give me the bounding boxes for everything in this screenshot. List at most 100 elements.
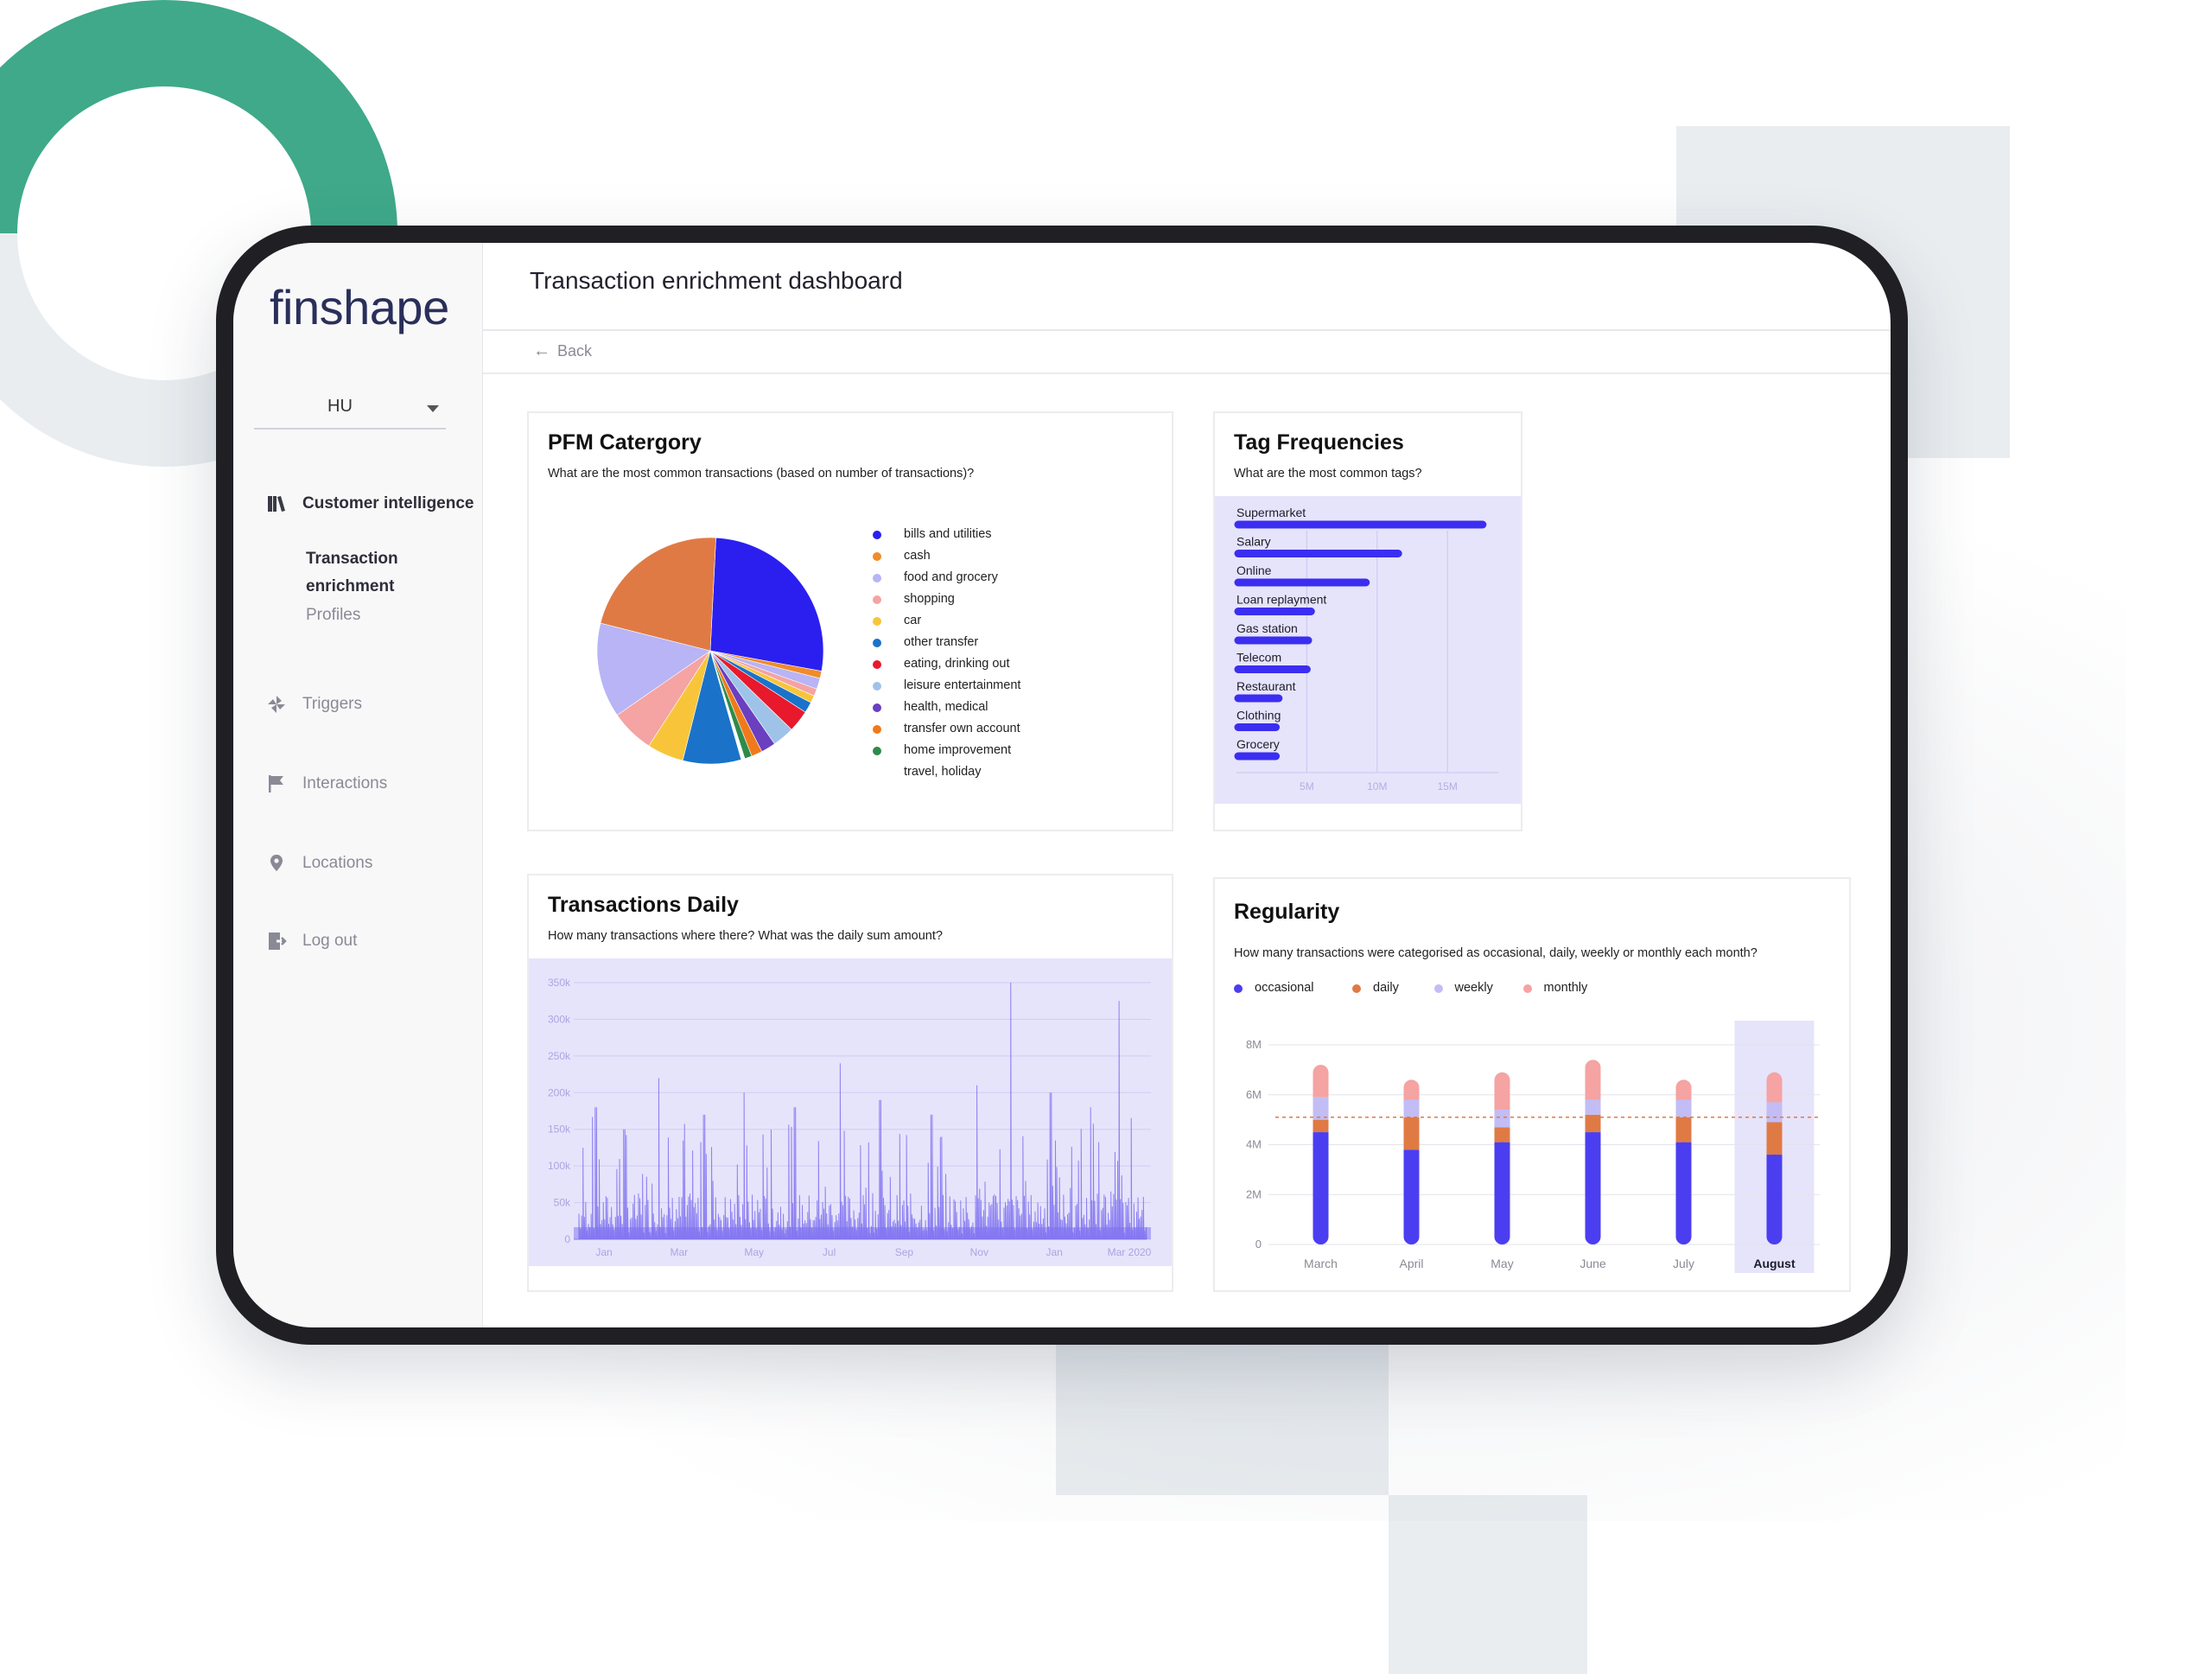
x-tick-label: March bbox=[1304, 1257, 1338, 1270]
bar-category-label: Restaurant bbox=[1236, 679, 1296, 693]
stacked-bar-segment[interactable] bbox=[1675, 1142, 1692, 1244]
x-tick-label: 10M bbox=[1367, 780, 1387, 792]
card-subtitle: What are the most common tags? bbox=[1234, 467, 1422, 481]
y-tick-label: 6M bbox=[1246, 1088, 1262, 1101]
x-tick-label: Jan bbox=[1046, 1246, 1062, 1258]
sidebar-item-label: Interactions bbox=[302, 774, 388, 792]
legend-label: bills and utilities bbox=[904, 527, 992, 541]
stacked-bar-segment[interactable] bbox=[1313, 1119, 1329, 1133]
legend-dot bbox=[873, 639, 881, 647]
legend-label: cash bbox=[904, 549, 931, 563]
stacked-bar-segment[interactable] bbox=[1313, 1132, 1329, 1244]
legend-label: other transfer bbox=[904, 635, 979, 649]
sidebar-item-label: Locations bbox=[302, 854, 373, 872]
y-tick-label: 200k bbox=[548, 1086, 571, 1098]
stacked-bar-segment-join bbox=[1494, 1099, 1510, 1111]
x-tick-label: Mar 2020 bbox=[1108, 1246, 1152, 1258]
y-tick-label: 150k bbox=[548, 1123, 571, 1136]
tag-frequencies-card: Tag Frequencies What are the most common… bbox=[1213, 411, 1522, 831]
legend-dot bbox=[873, 703, 881, 712]
legend-label: occasional bbox=[1255, 981, 1314, 995]
stacked-bar-segment[interactable] bbox=[1403, 1117, 1420, 1150]
stacked-bar-segment-join bbox=[1585, 1132, 1601, 1143]
back-button[interactable]: ← Back bbox=[533, 341, 592, 361]
pfm-pie-chart bbox=[596, 537, 824, 765]
language-select[interactable]: HU bbox=[254, 390, 446, 430]
legend-dot bbox=[1433, 984, 1443, 993]
y-tick-label: 4M bbox=[1246, 1138, 1262, 1151]
legend-dot bbox=[873, 595, 881, 604]
legend-dot bbox=[873, 574, 881, 582]
sidebar-subitem-transaction-enrichment[interactable]: Transaction enrichment bbox=[306, 545, 398, 601]
pfm-category-card: PFM Catergory What are the most common t… bbox=[527, 411, 1173, 831]
language-value: HU bbox=[327, 397, 353, 416]
x-tick-label: Mar bbox=[671, 1246, 689, 1258]
legend-dot bbox=[873, 682, 881, 691]
x-tick-label: May bbox=[744, 1246, 764, 1258]
sidebar: finshape HU Customer intelligence Transa… bbox=[233, 243, 483, 1327]
legend-label: car bbox=[904, 614, 922, 627]
sidebar-item-label: Customer intelligence bbox=[302, 494, 474, 512]
legend-dot bbox=[873, 660, 881, 669]
stacked-bar-segment[interactable] bbox=[1403, 1099, 1420, 1117]
card-subtitle: How many transactions were categorised a… bbox=[1234, 946, 1758, 960]
stacked-bar-segment[interactable] bbox=[1494, 1110, 1510, 1128]
stacked-bar-segment[interactable] bbox=[1494, 1127, 1510, 1143]
bar-category-label: Gas station bbox=[1236, 621, 1298, 635]
pie-legend: bills and utilities cash food and grocery s… bbox=[873, 527, 1149, 804]
legend-dot bbox=[1522, 984, 1532, 993]
stacked-bar-segment[interactable] bbox=[1585, 1099, 1601, 1115]
x-tick-label: 5M bbox=[1300, 780, 1314, 792]
bar-category-label: Salary bbox=[1236, 535, 1271, 549]
x-tick-label: Jul bbox=[823, 1246, 836, 1258]
legend-label: food and grocery bbox=[904, 570, 998, 584]
bar-category-label: Supermarket bbox=[1236, 506, 1306, 519]
tablet-frame: finshape HU Customer intelligence Transa… bbox=[216, 226, 1908, 1345]
stacked-bar-segment[interactable] bbox=[1766, 1122, 1783, 1155]
legend-label: shopping bbox=[904, 592, 955, 606]
card-title: PFM Catergory bbox=[548, 430, 702, 455]
card-title: Transactions Daily bbox=[548, 893, 739, 917]
legend-dot bbox=[1234, 984, 1243, 993]
background-square bbox=[1389, 1495, 1587, 1674]
x-tick-label: June bbox=[1580, 1257, 1606, 1270]
bar-category-label: Grocery bbox=[1236, 737, 1280, 751]
stacked-bar-segment-join bbox=[1313, 1132, 1329, 1143]
sidebar-subitem-profiles[interactable]: Profiles bbox=[306, 601, 360, 629]
stacked-bar-segment-join bbox=[1403, 1149, 1420, 1161]
stacked-bar-segment[interactable] bbox=[1313, 1097, 1329, 1120]
y-tick-label: 0 bbox=[1255, 1238, 1262, 1251]
app-screen: finshape HU Customer intelligence Transa… bbox=[233, 243, 1891, 1327]
legend-label: home improvement bbox=[904, 743, 1012, 757]
pie-slice[interactable] bbox=[600, 537, 716, 652]
y-tick-label: 2M bbox=[1246, 1187, 1262, 1200]
stacked-bar-segment[interactable] bbox=[1675, 1099, 1692, 1117]
legend-dot bbox=[1352, 984, 1361, 993]
bar-category-label: Clothing bbox=[1236, 709, 1281, 722]
stacked-bar-segment[interactable] bbox=[1585, 1114, 1601, 1133]
stacked-bar-segment[interactable] bbox=[1766, 1155, 1783, 1244]
legend-dot bbox=[873, 747, 881, 755]
back-label: Back bbox=[557, 342, 593, 360]
stacked-bar-segment[interactable] bbox=[1585, 1132, 1601, 1244]
x-tick-label: 15M bbox=[1437, 780, 1457, 792]
stacked-bar-segment[interactable] bbox=[1675, 1117, 1692, 1143]
y-tick-label: 50k bbox=[554, 1197, 571, 1209]
stacked-bar-segment-join bbox=[1494, 1142, 1510, 1153]
stacked-bar-segment[interactable] bbox=[1403, 1149, 1420, 1244]
stacked-bar-segment[interactable] bbox=[1766, 1102, 1783, 1123]
tag-frequencies-bar-chart: 5M 10M 15M Supermarket Salary Online Loan repl… bbox=[1215, 496, 1521, 804]
stacked-bar-segment[interactable] bbox=[1494, 1142, 1510, 1244]
pin-icon bbox=[270, 855, 283, 871]
daily-series-area bbox=[574, 1227, 1151, 1239]
card-subtitle: How many transactions where there? What … bbox=[548, 929, 943, 943]
subitem-label-line1: Transaction bbox=[306, 550, 398, 568]
stacked-bar-segment-join bbox=[1675, 1089, 1692, 1100]
x-tick-label: August bbox=[1753, 1257, 1796, 1270]
bar-category-label: Online bbox=[1236, 563, 1272, 577]
pie-slice[interactable] bbox=[596, 622, 711, 716]
pie-slice[interactable] bbox=[709, 537, 824, 672]
book-icon bbox=[268, 496, 285, 512]
logout-icon bbox=[269, 932, 287, 950]
bar-category-label: Telecom bbox=[1236, 651, 1281, 665]
